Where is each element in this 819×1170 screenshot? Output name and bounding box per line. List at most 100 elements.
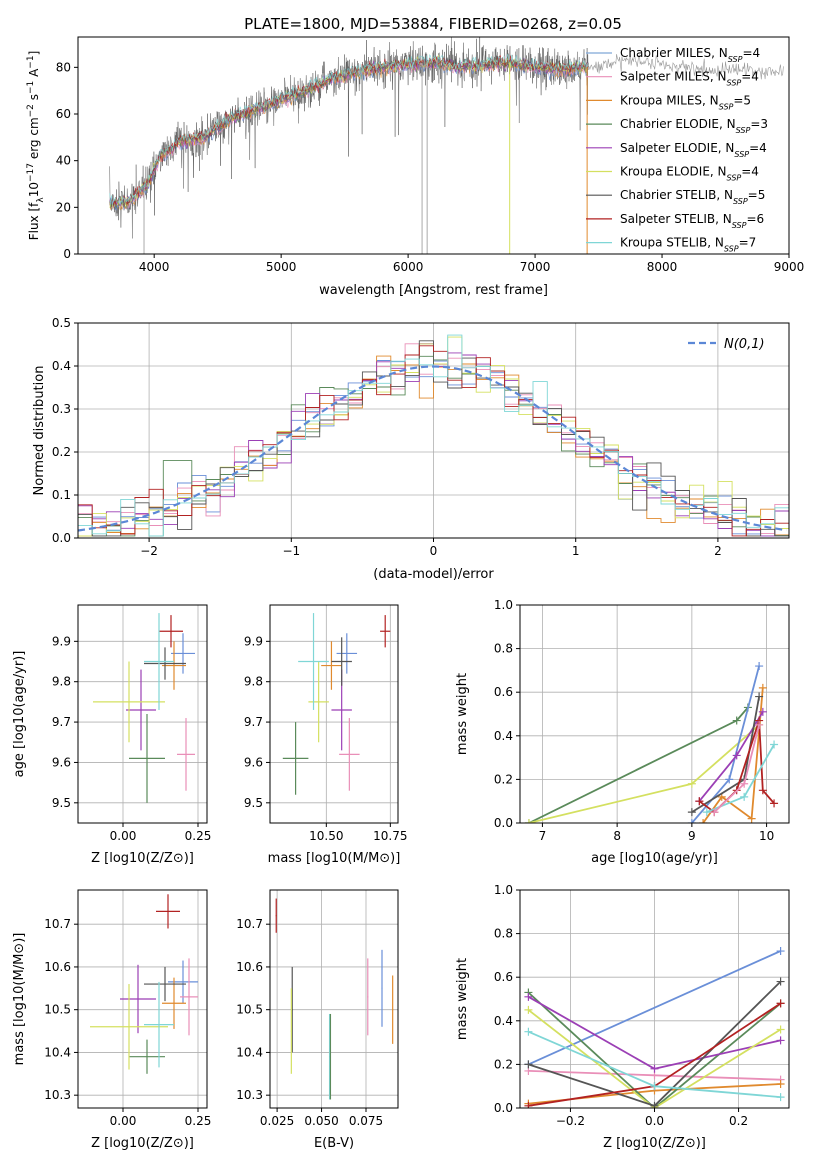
y-tick-label: 10.7	[44, 917, 71, 931]
label-part: A	[27, 68, 41, 81]
y-tick-label: 0.2	[494, 1057, 513, 1071]
x-axis-label: wavelength [Angstrom, rest frame]	[319, 283, 548, 298]
y-tick-label: 1.0	[494, 598, 513, 612]
mass_vs_Z-panel: 0.00 0.25 10.3 10.4 10.5 10.6 10.7 Z [log10(Z/Z…	[12, 889, 211, 1151]
x-tick-label: 2	[714, 544, 722, 558]
y-tick-label: 10.5	[236, 1003, 263, 1017]
y-tick-label: 10.6	[236, 960, 263, 974]
figure-title: PLATE=1800, MJD=53884, FIBERID=0268, z=0…	[244, 15, 622, 33]
y-tick-label: 0.4	[494, 729, 513, 743]
data-point	[367, 958, 369, 1036]
spectrum-panel: 4000 5000 6000 7000 8000 9000 0 20 40 60 80 wavelen…	[26, 36, 804, 298]
x-tick-label: 0.075	[349, 1114, 383, 1128]
y-axis-label: mass weight	[455, 958, 470, 1040]
weight-series-c6	[527, 1009, 782, 1108]
legend-name: Chabrier ELODIE, N	[620, 117, 736, 131]
label-part: −1	[26, 81, 36, 94]
weight-marker	[732, 751, 741, 760]
legend-entry: Salpeter STELIB, NSSP=6	[620, 212, 764, 230]
axes-frame	[519, 604, 790, 824]
legend-name: Chabrier MILES, N	[620, 46, 728, 60]
y-tick-label: 9.7	[52, 715, 71, 729]
data-point	[381, 949, 383, 1027]
axes-frame	[77, 36, 790, 255]
x-tick-label: −0.2	[556, 1114, 585, 1128]
y-tick-label: 0.8	[494, 927, 513, 941]
weight-series-c4	[527, 991, 782, 1108]
weight-marker	[776, 1080, 785, 1089]
y-tick-label: 9.5	[52, 796, 71, 810]
data-point	[144, 613, 174, 710]
y-tick-label: 10.4	[236, 1045, 263, 1059]
legend-sub: SSP	[734, 149, 749, 158]
weight-marker	[776, 947, 785, 956]
x-tick-label: 1	[572, 544, 580, 558]
weight-marker	[725, 775, 734, 784]
legend-name: Salpeter ELODIE, N	[620, 141, 734, 155]
x-tick-label: −1	[282, 544, 300, 558]
y-tick-label: 0.4	[52, 359, 71, 373]
age_vs_Z-panel: 0.00 0.25 9.5 9.6 9.7 9.8 9.9 Z [log10(Z/Z⊙)] ag…	[12, 604, 212, 866]
y-tick-label: 1.0	[494, 883, 513, 897]
y-tick-label: 9.9	[52, 634, 71, 648]
x-axis-label: (data-model)/error	[373, 567, 494, 582]
x-tick-label: 0.2	[729, 1114, 748, 1128]
legend-sub: SSP	[732, 220, 747, 229]
weight-marker	[755, 692, 764, 701]
x-tick-label: 0.025	[260, 1114, 294, 1128]
legend-entry: Chabrier ELODIE, NSSP=3	[620, 117, 768, 135]
weight-marker	[758, 683, 767, 692]
label-part: −17	[26, 163, 36, 182]
y-tick-label: 0.0	[494, 816, 513, 830]
data-point	[156, 894, 180, 929]
y-tick-label: 0	[63, 247, 71, 261]
weight-marker	[755, 720, 764, 729]
weight-marker	[650, 1082, 659, 1091]
legend-name: Chabrier STELIB, N	[620, 188, 733, 202]
label-part: 10	[27, 182, 41, 197]
error-bars	[90, 894, 198, 1074]
legend-suffix: =4	[741, 70, 759, 84]
x-tick-label: −2	[140, 544, 158, 558]
legend-sub: SSP	[724, 244, 739, 253]
data-point	[144, 966, 186, 1002]
axes-frame	[77, 604, 208, 824]
data-point	[93, 661, 165, 743]
y-tick-label: 9.9	[244, 634, 263, 648]
weight-marker	[524, 992, 533, 1001]
y-tick-label: 10.4	[44, 1045, 71, 1059]
x-tick-label: 6000	[393, 260, 424, 274]
weight-marker	[740, 779, 749, 788]
y-tick-label: 9.6	[52, 755, 71, 769]
weight-marker	[740, 792, 749, 801]
y-tick-label: 0.8	[494, 642, 513, 656]
y-tick-label: 0.6	[494, 970, 513, 984]
weight-marker	[524, 819, 533, 823]
x-tick-label: 0.25	[185, 829, 212, 843]
data-point	[168, 960, 198, 1004]
legend-sub: SSP	[727, 78, 742, 87]
legend-sub: SSP	[736, 126, 751, 135]
legend-name: Salpeter MILES, N	[620, 70, 727, 84]
x-tick-label: 10.75	[373, 829, 407, 843]
error-bars	[93, 613, 195, 803]
observed-spectrum	[109, 37, 589, 239]
x-tick-label: 0.00	[110, 1114, 137, 1128]
legend-name: Kroupa ELODIE, N	[620, 165, 727, 179]
data-point	[336, 633, 358, 674]
legend-entry: Kroupa MILES, NSSP=5	[620, 93, 751, 111]
x-tick-label: 4000	[139, 260, 170, 274]
legend-sub: SSP	[728, 55, 743, 64]
legend-entry: Kroupa ELODIE, NSSP=4	[620, 165, 759, 183]
legend-suffix: =5	[733, 93, 751, 107]
y-tick-label: 0.0	[52, 531, 71, 545]
legend-suffix: =6	[746, 212, 764, 226]
data-point	[90, 984, 168, 1070]
x-axis-label: mass [log10(M/M⊙)]	[268, 851, 401, 866]
data-point	[331, 637, 352, 686]
weight-marker	[695, 797, 704, 806]
y-tick-label: 80	[56, 60, 71, 74]
y-tick-label: 9.8	[52, 675, 71, 689]
weight-marker	[524, 1027, 533, 1036]
